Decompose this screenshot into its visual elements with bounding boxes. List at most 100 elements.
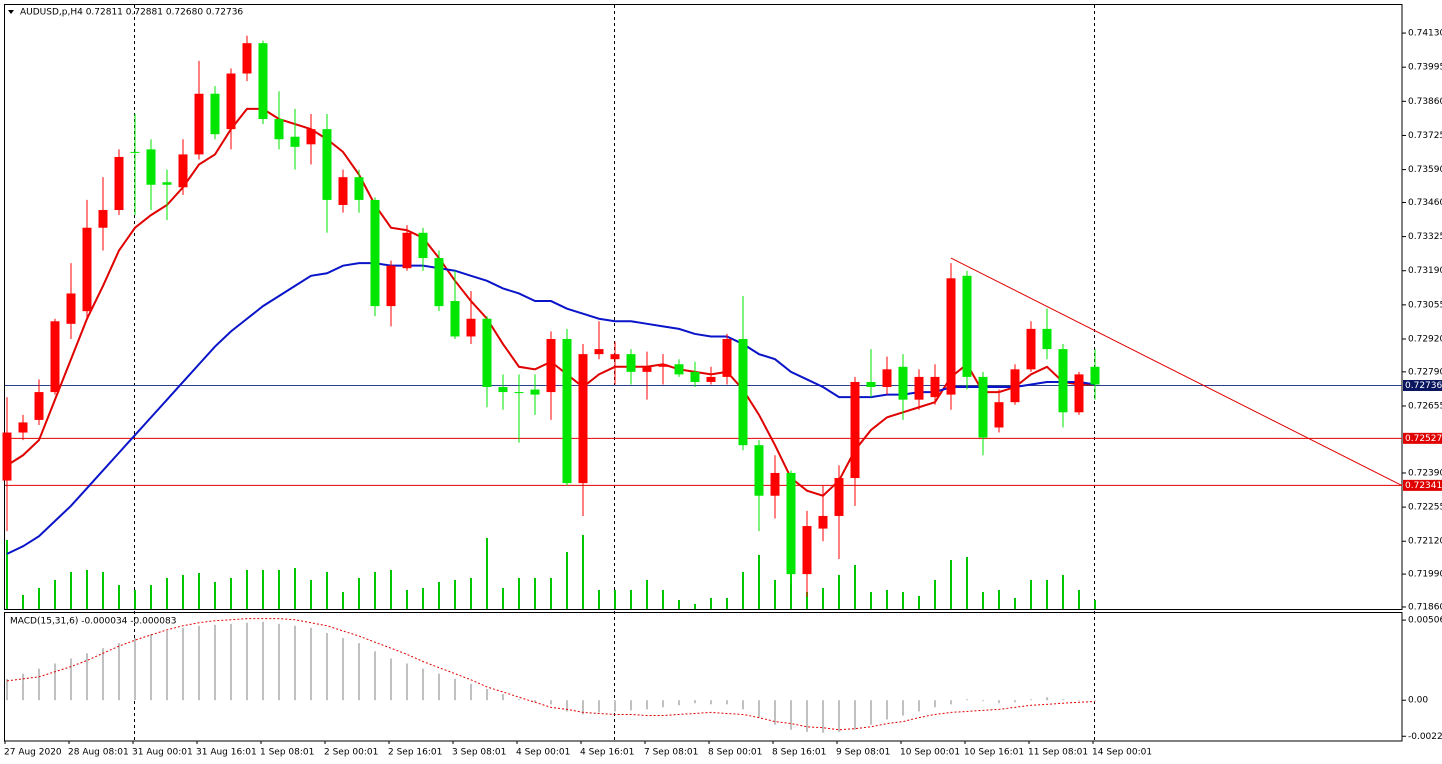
macd-bar [678, 700, 680, 706]
candle-body [786, 472, 796, 575]
candle-body [738, 338, 748, 446]
candle-body [322, 129, 332, 200]
volume-bar [726, 598, 728, 609]
macd-panel [4, 612, 1403, 742]
macd-bar [118, 643, 120, 701]
candle-body [530, 389, 540, 395]
volume-bar [518, 578, 520, 609]
y-tick-label: 0.72920 [1408, 334, 1442, 344]
y-tick-label: 0.74130 [1408, 29, 1442, 39]
candle-body [658, 364, 668, 367]
volume-bar [1030, 580, 1032, 609]
x-tick-label: 31 Aug 00:01 [132, 748, 193, 758]
candle-body [674, 364, 684, 375]
macd-bar [534, 700, 536, 703]
moving-average [6, 262, 1096, 555]
macd-bar [550, 700, 552, 705]
macd-bar [998, 700, 1000, 704]
candle-body [146, 149, 156, 185]
x-tick-label: 2 Sep 16:01 [388, 748, 442, 758]
macd-bar [246, 622, 248, 701]
candle-body [34, 392, 44, 420]
x-tick-label: 28 Aug 08:01 [68, 748, 129, 758]
y-tick-label: 0.73590 [1408, 165, 1442, 175]
macd-bar [598, 700, 600, 713]
macd-bar [86, 653, 88, 701]
candle-body [578, 354, 588, 484]
volume-bar [294, 568, 296, 609]
macd-bar [406, 663, 408, 701]
candle-body [562, 338, 572, 484]
candle-body [242, 43, 252, 74]
level-label: 0.72527 [1405, 434, 1442, 444]
candle-body [1042, 328, 1052, 350]
macd-bar [342, 638, 344, 701]
main-panel [4, 4, 1403, 610]
volume-bar [22, 595, 24, 609]
macd-bar [710, 700, 712, 705]
candle-body [754, 445, 764, 496]
x-tick-label: 2 Sep 00:01 [324, 748, 378, 758]
candle-body [994, 402, 1004, 428]
macd-bar [902, 700, 904, 716]
volume-bar [502, 588, 504, 609]
y-tick-label: 0.72255 [1408, 503, 1442, 513]
menu-triangle[interactable] [8, 10, 14, 14]
volume-bar [982, 592, 984, 609]
chart-title: AUDUSD,p,H4 0.72811 0.72881 0.72680 0.72… [20, 8, 243, 18]
candle-body [690, 371, 700, 382]
candle-body [946, 278, 956, 395]
candle-body [594, 349, 604, 355]
macd-bar [950, 700, 952, 705]
level-label-box [1403, 432, 1442, 444]
candle-body [1090, 366, 1100, 385]
macd-bar [502, 694, 504, 701]
macd-bar [758, 700, 760, 718]
candle-body [610, 354, 620, 360]
candle-body [226, 73, 236, 130]
macd-bar [582, 700, 584, 715]
y-tick-label: 0.005068 [1408, 616, 1442, 626]
candle-body [98, 210, 108, 228]
candle-body [898, 366, 908, 400]
volume-bar [262, 570, 264, 609]
macd-bar [390, 658, 392, 701]
volume-bar [614, 590, 616, 609]
candle-body [978, 376, 988, 438]
candle-body [626, 354, 636, 372]
volume-bar [902, 592, 904, 609]
candle-body [1010, 369, 1020, 403]
y-tick-label: 0.72120 [1408, 537, 1442, 547]
volume-bar [550, 578, 552, 609]
candle-body [194, 93, 204, 155]
y-tick-label: 0.00 [1408, 696, 1428, 706]
macd-bar [6, 678, 8, 701]
macd-bar [646, 700, 648, 710]
macd-bar [454, 678, 456, 701]
x-tick-label: 4 Sep 16:01 [580, 748, 634, 758]
candle-body [434, 258, 444, 307]
volume-bar [630, 590, 632, 609]
volume-bar [966, 557, 968, 609]
candle-body [210, 93, 220, 135]
candle-body [162, 182, 172, 185]
volume-bar [822, 588, 824, 609]
macd-bar [614, 700, 616, 712]
y-tick-label: 0.73995 [1408, 63, 1442, 73]
macd-bar [358, 643, 360, 701]
candle-body [546, 338, 556, 393]
candle-body [258, 43, 268, 120]
volume-bar [182, 575, 184, 609]
volume-bar [950, 560, 952, 609]
macd-bar [486, 688, 488, 701]
macd-bar [822, 700, 824, 733]
macd-bar [918, 700, 920, 712]
volume-bar [102, 572, 104, 609]
volume-bar [470, 578, 472, 609]
macd-bar [1046, 697, 1048, 701]
volume-bar [358, 578, 360, 609]
y-tick-label: 0.73860 [1408, 97, 1442, 107]
candle-body [818, 515, 828, 529]
macd-bar [262, 621, 264, 701]
x-tick-label: 8 Sep 16:01 [772, 748, 826, 758]
